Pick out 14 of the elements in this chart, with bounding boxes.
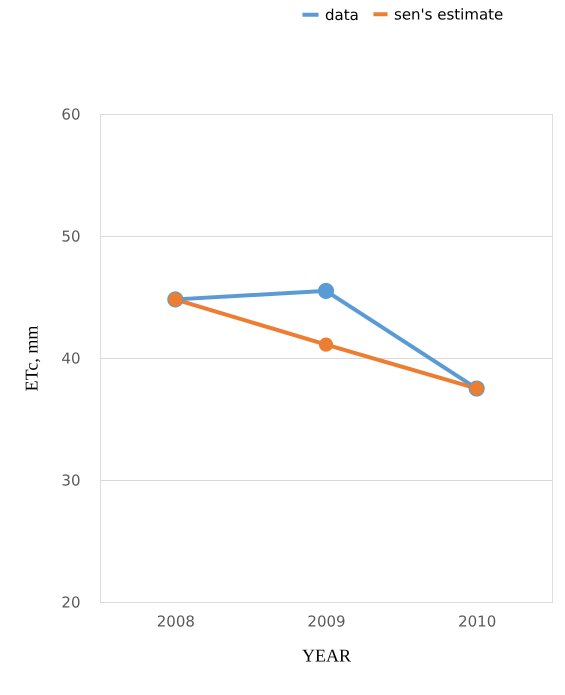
y-tick-label: 20 <box>61 594 80 612</box>
point <box>318 282 334 299</box>
y-tick-label: 40 <box>61 350 80 368</box>
x-tick-label: 2010 <box>458 612 496 630</box>
y-tick-label: 60 <box>61 106 80 124</box>
legend-label: data <box>325 6 359 24</box>
point <box>318 338 334 352</box>
x-tick-label: 2008 <box>156 612 195 630</box>
x-tick-label: 2009 <box>307 612 346 630</box>
y-tick-label: 50 <box>61 228 80 246</box>
x-axis-title: YEAR <box>302 646 351 666</box>
y-axis-title: ETc, mm <box>21 326 42 392</box>
y-tick-label: 30 <box>61 472 80 490</box>
legend-label: sen's estimate <box>394 5 504 24</box>
